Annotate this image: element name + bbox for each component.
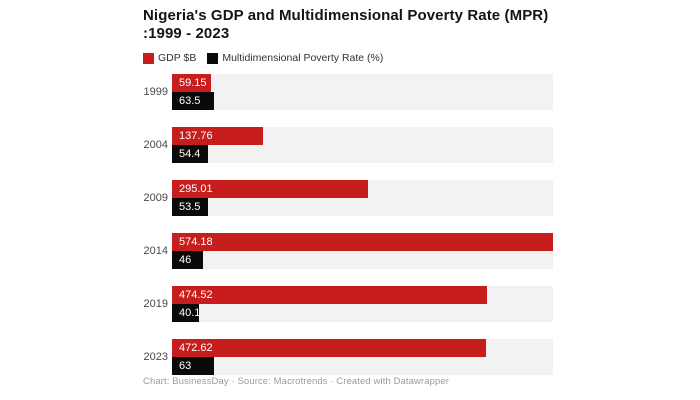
gdp-bar: 137.76 xyxy=(172,127,264,145)
gdp-bar: 59.15 xyxy=(172,74,212,92)
year-label: 2009 xyxy=(143,192,168,204)
gdp-bar: 574.18 xyxy=(172,233,553,251)
mpr-bar: 40.1 xyxy=(172,304,201,322)
gdp-bar-value-label: 474.52 xyxy=(179,289,213,301)
bar-track: 59.15 63.5 xyxy=(172,74,553,110)
gdp-bar: 472.62 xyxy=(172,339,486,357)
gdp-bar-value-label: 59.15 xyxy=(179,77,207,89)
bar-track: 574.18 46 xyxy=(172,233,553,269)
legend-item-gdp: GDP $B xyxy=(143,52,196,64)
mpr-legend-swatch xyxy=(207,52,219,64)
gdp-bar-value-label: 295.01 xyxy=(179,183,213,195)
year-label: 2004 xyxy=(143,139,168,151)
mpr-bar-value-label: 63 xyxy=(179,360,192,372)
gdp-legend-swatch xyxy=(143,52,154,64)
year-label: 1999 xyxy=(143,86,168,98)
bar-chart-rows: 1999 59.15 63.5 2004 137.76 54.4 2009 295.01 53.… xyxy=(143,74,553,375)
mpr-bar-value-label: 54.4 xyxy=(179,148,201,160)
mpr-bar-value-label: 46 xyxy=(179,254,192,266)
mpr-bar: 63 xyxy=(172,357,214,375)
mpr-bar-value-label: 53.5 xyxy=(179,201,201,213)
bar-track: 474.52 40.1 xyxy=(172,286,553,322)
year-label: 2014 xyxy=(143,245,168,257)
bar-track: 472.62 63 xyxy=(172,339,553,375)
chart-title-line1: Nigeria's GDP and Multidimensional Pover… xyxy=(143,7,549,24)
legend-item-mpr: Multidimensional Poverty Rate (%) xyxy=(207,52,383,64)
mpr-legend-label: Multidimensional Poverty Rate (%) xyxy=(222,52,384,64)
gdp-legend-label: GDP $B xyxy=(158,52,197,64)
year-label: 2019 xyxy=(143,298,168,310)
gdp-bar: 474.52 xyxy=(172,286,487,304)
chart-title: Nigeria's GDP and Multidimensional Pover… xyxy=(143,7,553,43)
gdp-bar-value-label: 472.62 xyxy=(179,342,213,354)
chart-row: 2023 472.62 63 xyxy=(143,339,553,375)
year-label: 2023 xyxy=(143,351,168,363)
attribution-footer: Chart: BusinessDay · Source: Macrotrends… xyxy=(143,376,450,387)
mpr-bar: 46 xyxy=(172,251,203,269)
mpr-bar-value-label: 63.5 xyxy=(179,95,201,107)
chart-title-line2: :1999 - 2023 xyxy=(143,25,230,42)
mpr-bar: 63.5 xyxy=(172,92,215,110)
bar-track: 137.76 54.4 xyxy=(172,127,553,163)
chart-row: 2014 574.18 46 xyxy=(143,233,553,269)
mpr-bar-value-label: 40.1 xyxy=(179,307,201,319)
chart-row: 1999 59.15 63.5 xyxy=(143,74,553,110)
mpr-bar: 54.4 xyxy=(172,145,209,163)
legend: GDP $B Multidimensional Poverty Rate (%) xyxy=(143,52,553,64)
chart-row: 2004 137.76 54.4 xyxy=(143,127,553,163)
chart-row: 2009 295.01 53.5 xyxy=(143,180,553,216)
gdp-bar: 295.01 xyxy=(172,180,368,198)
mpr-bar: 53.5 xyxy=(172,198,208,216)
chart-container: Nigeria's GDP and Multidimensional Pover… xyxy=(143,7,553,375)
gdp-bar-value-label: 137.76 xyxy=(179,130,213,142)
chart-row: 2019 474.52 40.1 xyxy=(143,286,553,322)
bar-track: 295.01 53.5 xyxy=(172,180,553,216)
gdp-bar-value-label: 574.18 xyxy=(179,236,213,248)
